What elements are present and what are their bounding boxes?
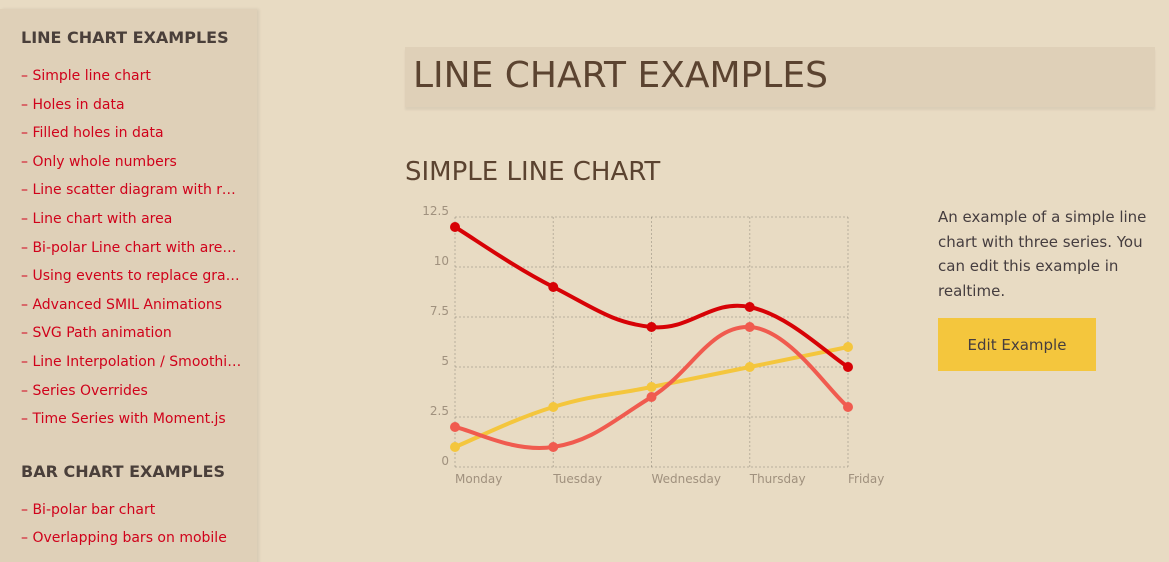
page-title: LINE CHART EXAMPLES	[413, 55, 828, 96]
data-point	[744, 322, 755, 332]
data-point	[646, 322, 657, 332]
sidebar-item-link[interactable]: – Series Overrides	[21, 382, 148, 399]
data-point	[646, 382, 657, 392]
data-point	[548, 442, 559, 452]
data-point	[646, 392, 657, 402]
data-point	[450, 422, 460, 432]
sidebar-item-link[interactable]: – Overlapping bars on mobile	[21, 530, 227, 547]
data-point	[843, 402, 853, 412]
data-point	[548, 282, 559, 292]
sidebar-item-link[interactable]: – Bi-polar bar chart	[21, 501, 156, 518]
sidebar-item-link[interactable]: – SVG Path animation	[21, 325, 172, 342]
sidebar-item-link[interactable]: – Bi-polar Line chart with area ...	[21, 239, 243, 256]
x-tick-label: Wednesday	[652, 472, 721, 486]
data-point	[843, 342, 853, 352]
sidebar-item-link[interactable]: – Time Series with Moment.js	[21, 411, 226, 428]
x-tick-label: Monday	[455, 472, 502, 486]
sidebar: LINE CHART EXAMPLES – Simple line chart –…	[0, 9, 257, 562]
data-point	[744, 362, 755, 372]
x-tick-label: Thursday	[749, 472, 806, 486]
example-description: An example of a simple line chart with t…	[938, 208, 1147, 300]
x-tick-label: Friday	[848, 472, 884, 486]
sidebar-item-link[interactable]: – Holes in data	[21, 96, 125, 113]
data-point	[744, 302, 755, 312]
sidebar-item-link[interactable]: – Only whole numbers	[21, 153, 177, 170]
data-point	[548, 402, 559, 412]
sidebar-heading: BAR CHART EXAMPLES	[21, 461, 226, 481]
edit-example-button[interactable]: Edit Example	[938, 318, 1096, 371]
sidebar-item-link[interactable]: – Simple line chart	[21, 68, 151, 84]
y-tick-label: 12.5	[422, 204, 449, 218]
sidebar-list: – Simple line chart – Holes in data – Fill…	[21, 66, 257, 438]
data-point	[843, 362, 853, 372]
y-tick-label: 0	[441, 454, 449, 468]
sidebar-heading: LINE CHART EXAMPLES	[21, 28, 229, 47]
sidebar-item-link[interactable]: – Using events to replace graph...	[21, 268, 243, 285]
sidebar-group-line-charts: LINE CHART EXAMPLES – Simple line chart –…	[21, 27, 257, 438]
x-tick-label: Tuesday	[552, 472, 602, 486]
y-tick-label: 7.5	[430, 304, 449, 318]
page-title-banner: LINE CHART EXAMPLES	[405, 47, 1155, 107]
section-title: SIMPLE LINE CHART	[405, 157, 661, 187]
sidebar-item-link[interactable]: – Line chart with area	[21, 210, 173, 227]
data-point	[450, 222, 460, 232]
sidebar-item-link[interactable]: – Line Interpolation / Smoothing	[21, 353, 243, 370]
sidebar-list: – Bi-polar bar chart – Overlapping bars o…	[21, 500, 257, 557]
sidebar-item-link[interactable]: – Line scatter diagram with res...	[21, 182, 243, 199]
line-chart: 0 2.5 5 7.5 10 12.5 Monday Tuesday Wednesday Thur…	[422, 204, 884, 486]
sidebar-item-link[interactable]: – Advanced SMIL Animations	[21, 296, 223, 313]
data-point	[450, 442, 460, 452]
y-tick-label: 10	[434, 254, 449, 268]
sidebar-group-bar-charts: BAR CHART EXAMPLES – Bi-polar bar chart –…	[21, 461, 257, 557]
y-tick-label: 5	[441, 354, 449, 368]
y-tick-label: 2.5	[430, 404, 449, 418]
sidebar-item-link[interactable]: – Filled holes in data	[21, 125, 164, 142]
